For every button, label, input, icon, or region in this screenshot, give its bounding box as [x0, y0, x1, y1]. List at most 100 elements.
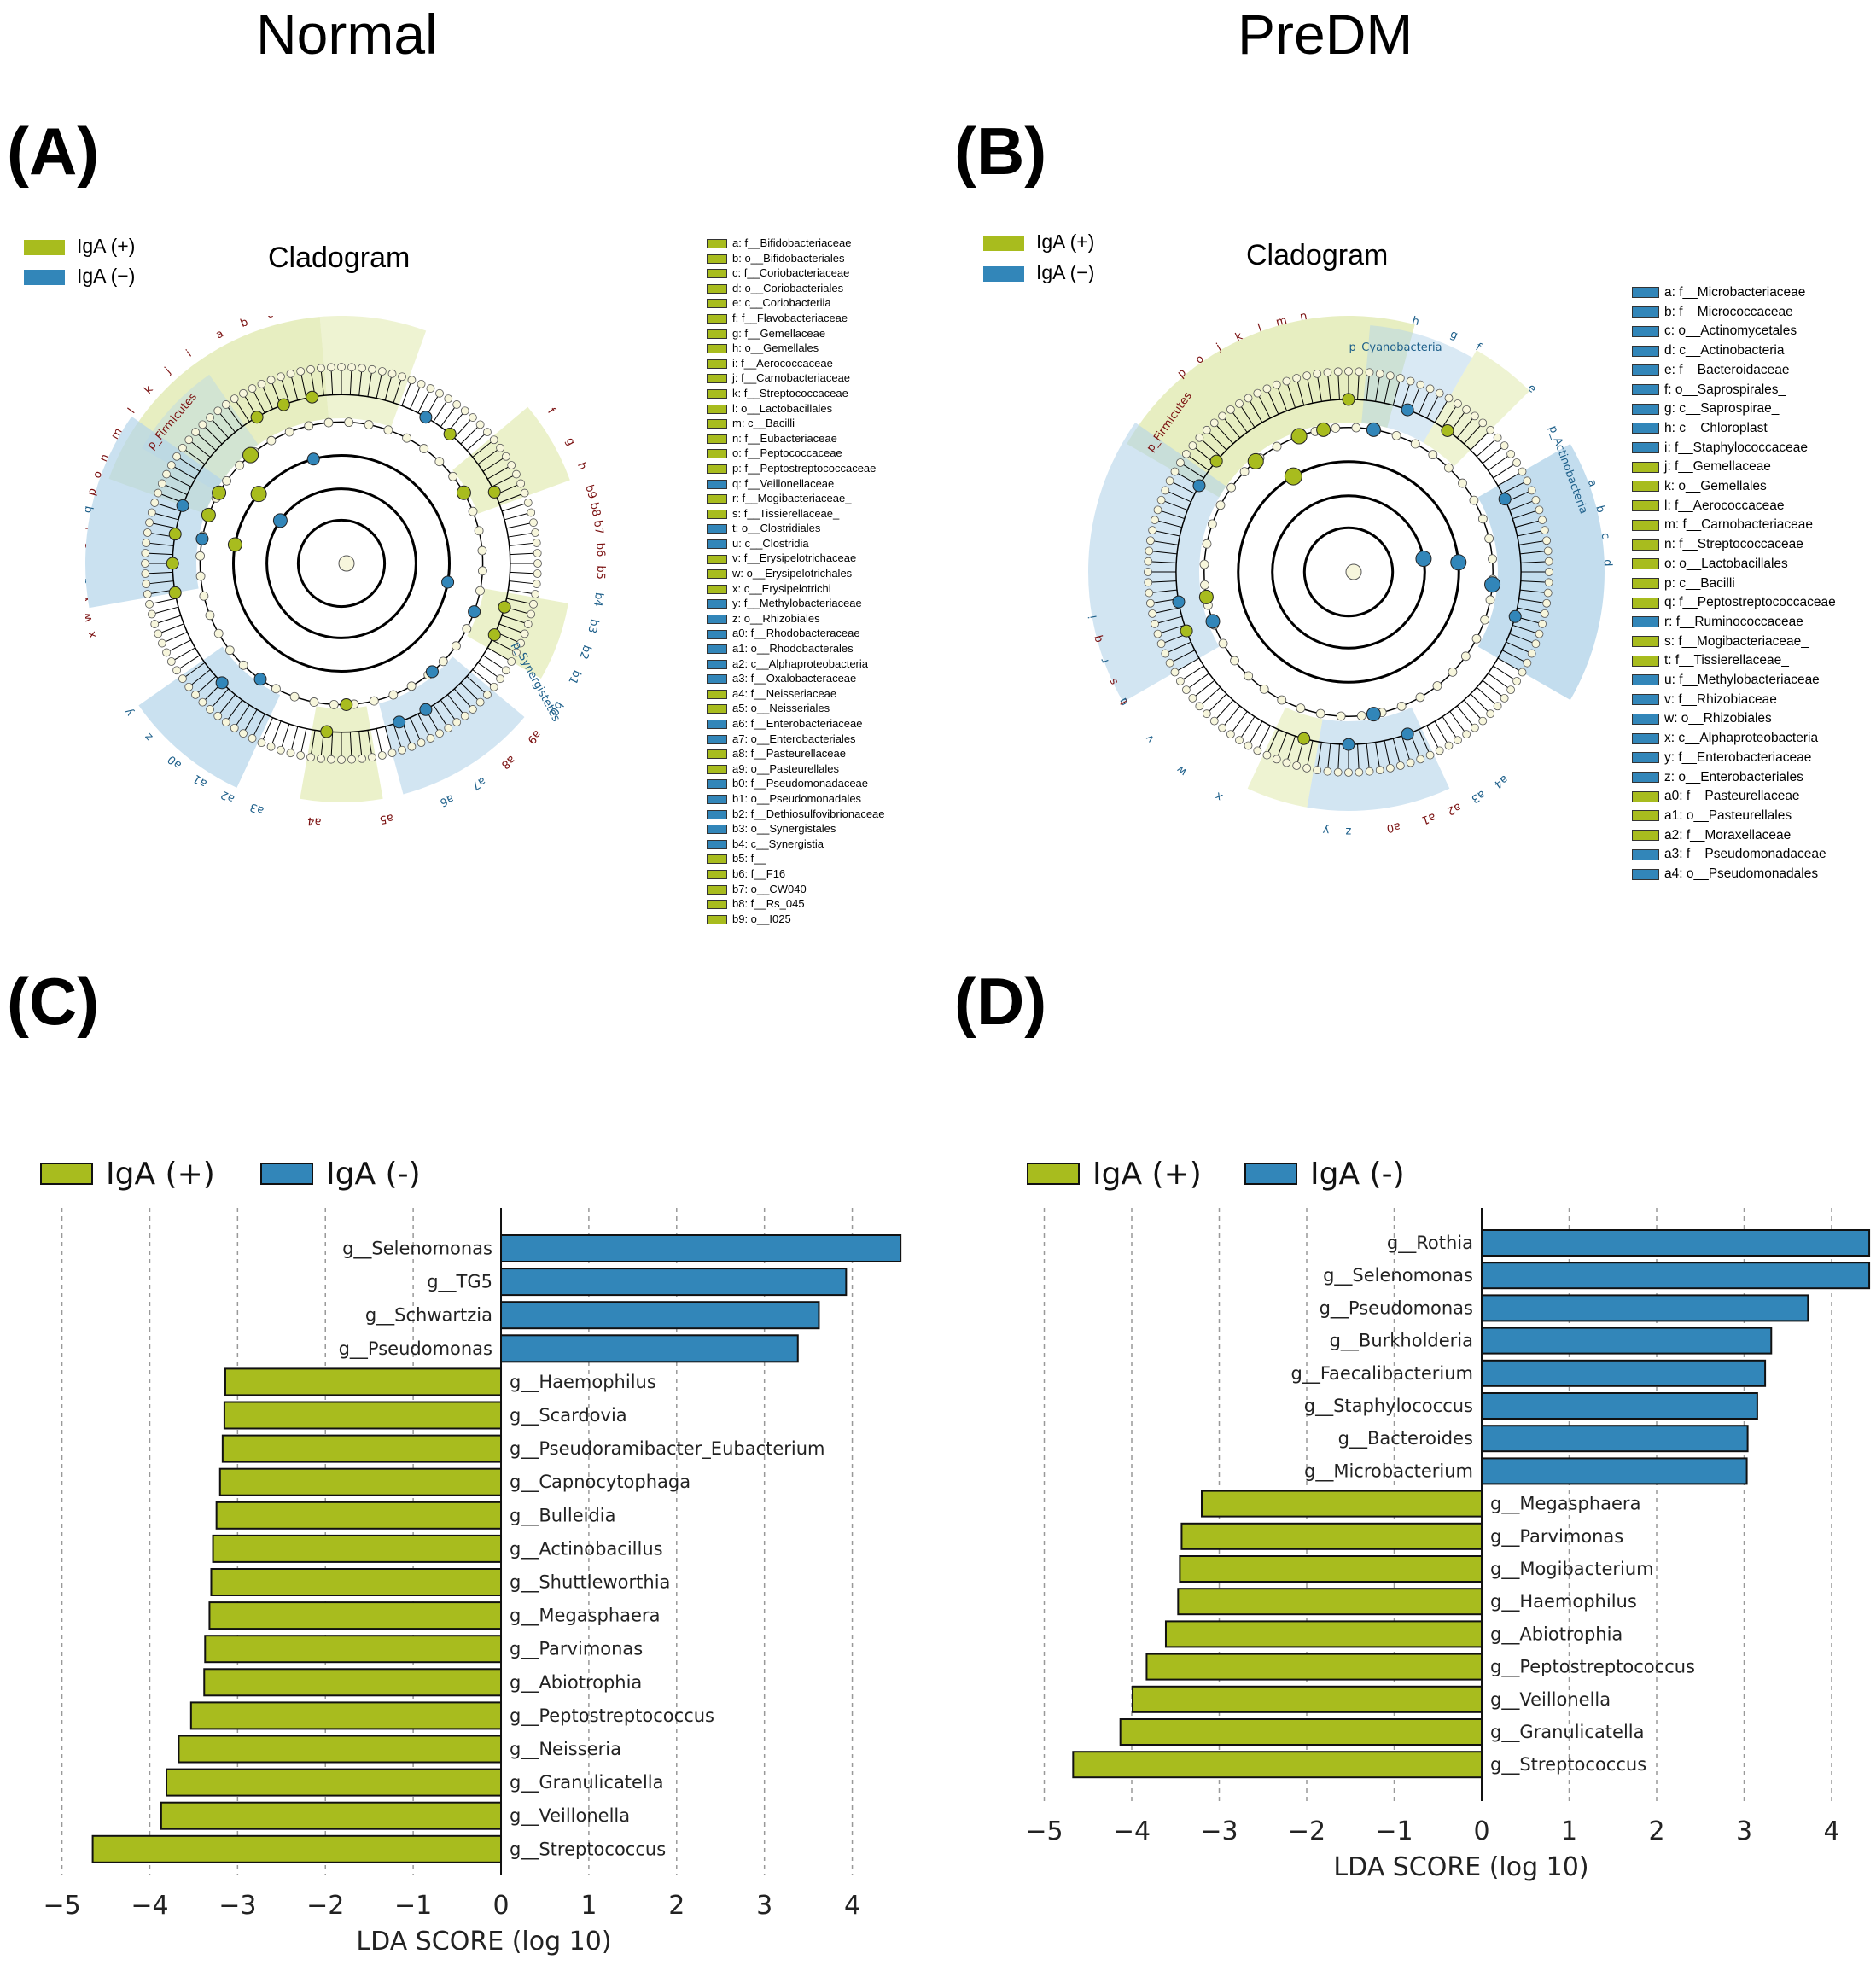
bar-label: g__Schwartzia: [365, 1305, 492, 1327]
key-label: b4: c__Synergistia: [732, 837, 824, 850]
key-label: a0: f__Rhodobacteraceae: [732, 627, 860, 640]
lda-bar: [1119, 1718, 1483, 1746]
leaf-node: [1302, 763, 1312, 773]
leaf-node: [1209, 418, 1219, 428]
tree-node: [388, 690, 399, 700]
tree-branch: [349, 732, 352, 756]
key-label: n: f__Streptococcaceae: [1664, 537, 1803, 552]
tree-branch: [1224, 418, 1241, 439]
tree-branch: [466, 434, 485, 452]
key-item: a9: o__Pasteurellales: [707, 761, 885, 777]
tree-branch: [1173, 482, 1196, 494]
key-label: g: c__Saprospirae_: [1664, 401, 1780, 417]
key-label: b3: o__Synergistales: [732, 822, 836, 836]
biomarker-node: [1290, 428, 1308, 445]
key-label: n: f__Eubacteriaceae: [732, 431, 837, 445]
leaf-node: [1151, 516, 1159, 525]
legend-label: IgA (−): [1036, 261, 1095, 283]
leaf-node: [1406, 376, 1415, 386]
key-item: v: f__Erysipelotrichaceae: [707, 551, 885, 566]
tree-branch: [228, 407, 243, 428]
x-tick-label: −4: [131, 1891, 168, 1921]
clade-letter: l: [1256, 322, 1264, 335]
bar-label: g__Capnocytophaga: [510, 1472, 690, 1493]
biomarker-node: [1284, 467, 1302, 486]
leaf-node: [358, 364, 366, 373]
biomarker-node: [1172, 595, 1186, 609]
biomarker-node: [306, 452, 320, 466]
clade-letter: c: [265, 316, 275, 321]
tree-node: [205, 610, 215, 621]
tree-branch: [1506, 641, 1529, 653]
leaf-node: [306, 364, 315, 374]
tree-node: [452, 641, 461, 651]
key-item: t: o__Clostridiales: [707, 521, 885, 536]
tree-branch: [1296, 382, 1305, 405]
leaf-node: [1527, 486, 1536, 495]
clade-letter: y: [1322, 824, 1330, 837]
tree-branch: [1401, 736, 1410, 760]
key-swatch-icon: [707, 404, 727, 414]
clade-letter: a4: [1491, 773, 1510, 791]
tree-branch: [1463, 425, 1481, 445]
key-label: c: o__Actinomycetales: [1664, 324, 1797, 339]
lda-bar: [500, 1301, 820, 1330]
key-label: b6: f__F16: [732, 866, 786, 880]
tree-branch: [1156, 530, 1180, 537]
tree-branch: [179, 458, 201, 472]
tree-branch: [1250, 401, 1263, 423]
key-label: b5: f__: [732, 852, 766, 866]
key-swatch-icon: [707, 389, 727, 399]
key-item: a4: o__Pseudomonadales: [1632, 865, 1836, 884]
leaf-node: [1462, 405, 1471, 414]
lda-chart-d: g__Rothia g__Selenomonas g__Pseudomonas g__…: [1025, 1157, 1871, 1882]
bar-label: g__Granulicatella: [510, 1772, 664, 1793]
tree-branch: [1434, 401, 1448, 423]
key-label: a2: f__Moraxellaceae: [1664, 827, 1792, 843]
leaf-node: [145, 518, 154, 528]
key-item: n: f__Streptococcaceae: [1632, 535, 1836, 555]
tree-branch: [1216, 699, 1234, 719]
tree-branch: [219, 694, 236, 714]
leaf-node: [460, 406, 469, 416]
leaf-node: [184, 682, 194, 691]
leaf-node: [286, 749, 295, 758]
lda-bar: [189, 1701, 503, 1730]
clade-letter: b9: [582, 483, 598, 500]
leaf-node: [377, 751, 387, 760]
leaf-node: [1253, 388, 1262, 398]
tree-branch: [1488, 673, 1508, 688]
lda-bar: [221, 1434, 503, 1463]
tree-branch: [1158, 615, 1182, 624]
key-label: t: o__Clostridiales: [732, 522, 821, 535]
biomarker-node: [1342, 738, 1355, 751]
tree-node: [344, 417, 354, 428]
tree-node: [1471, 633, 1482, 644]
tree-node: [266, 435, 277, 446]
clade-letter: x: [85, 630, 100, 640]
tree-branch: [1259, 725, 1271, 748]
leaf-node: [1544, 578, 1553, 587]
tree-node: [1351, 423, 1361, 433]
leaf-node: [157, 638, 166, 648]
leaf-node: [507, 657, 516, 666]
key-item: p: f__Peptostreptococcaceae: [707, 461, 885, 476]
tree-branch: [506, 522, 530, 529]
tree-branch: [253, 714, 265, 736]
lda-bar: [1201, 1490, 1483, 1518]
tree-branch: [367, 730, 372, 754]
leaf-node: [239, 388, 248, 398]
leaf-node: [1144, 557, 1153, 566]
leaf-node: [444, 723, 453, 732]
lda-bar: [215, 1501, 503, 1530]
key-label: b1: o__Pseudomonadales: [732, 791, 862, 805]
tree-branch: [472, 441, 492, 458]
bar-label: g__Selenomonas: [342, 1239, 492, 1260]
legend-swatch-icon: [1027, 1163, 1080, 1185]
key-label: x: c__Alphaproteobacteria: [1664, 731, 1819, 746]
leaf-node: [1209, 716, 1219, 726]
biomarker-node: [1401, 403, 1414, 417]
tree-branch: [236, 704, 250, 726]
key-item: j: f__Carnobacteriaceae: [707, 370, 885, 386]
leaf-node: [1244, 394, 1253, 403]
